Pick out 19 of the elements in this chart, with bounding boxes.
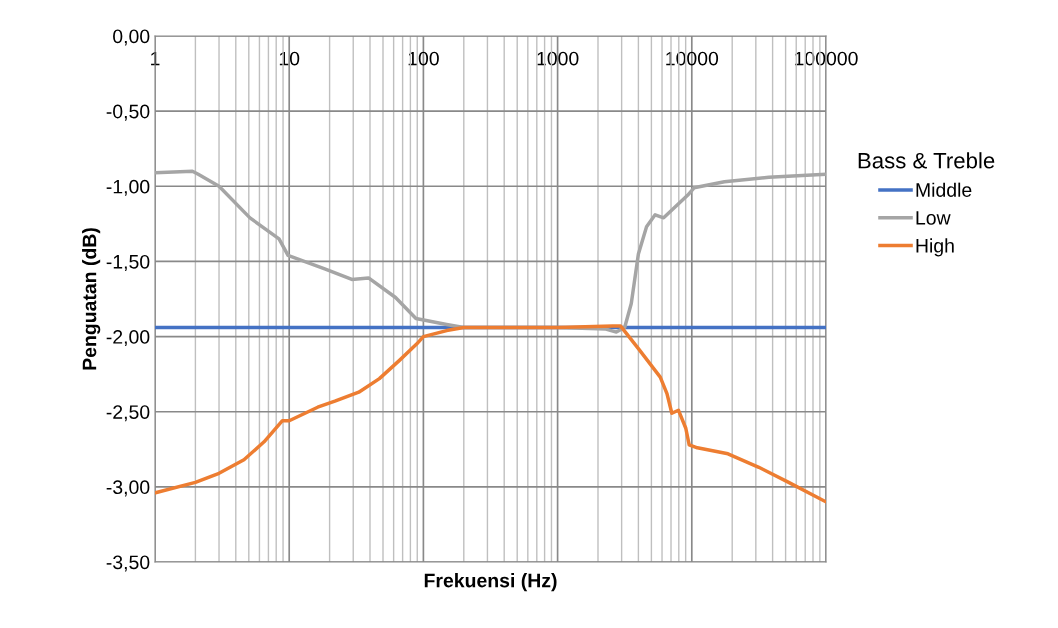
y-tick-label: -1,50 bbox=[106, 254, 150, 271]
legend-label: Low bbox=[916, 211, 951, 225]
legend-title: Bass & Treble bbox=[858, 152, 995, 169]
y-tick-label: -2,50 bbox=[106, 405, 150, 422]
y-tick-label: -3,00 bbox=[106, 480, 150, 497]
x-tick-label: 100000 bbox=[795, 51, 858, 66]
y-tick-label: -0,50 bbox=[106, 104, 150, 121]
y-tick-label: -2,00 bbox=[106, 330, 150, 347]
y-tick-label: -1,00 bbox=[106, 179, 150, 196]
x-tick-label: 1000 bbox=[537, 51, 579, 66]
y-axis-title: Penguatan (dB) bbox=[82, 228, 101, 370]
y-tick-label: 0,00 bbox=[113, 29, 150, 46]
legend-label: Middle bbox=[916, 182, 972, 197]
x-tick-label: 10000 bbox=[666, 51, 719, 66]
x-tick-label: 100 bbox=[408, 51, 439, 66]
x-tick-label: 10 bbox=[279, 51, 300, 66]
legend-label: High bbox=[916, 238, 954, 257]
x-axis-title: Frekuensi (Hz) bbox=[424, 573, 557, 592]
y-tick-label: -3,50 bbox=[106, 555, 150, 572]
